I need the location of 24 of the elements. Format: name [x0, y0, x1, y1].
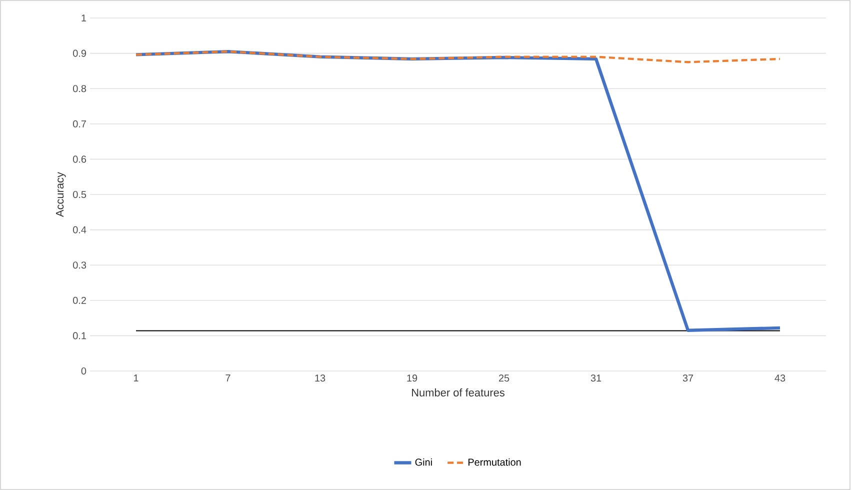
y-tick-label: 0.8 [73, 85, 86, 92]
y-tick-label: 0.6 [73, 156, 86, 163]
y-tick-label: 0.2 [73, 296, 86, 304]
x-tick-label: 7 [226, 374, 230, 382]
y-tick-label: 0 [81, 367, 86, 375]
y-tick-label: 0.4 [73, 226, 86, 234]
x-tick-label: 25 [498, 374, 510, 382]
y-axis-title: Accuracy [56, 172, 66, 218]
line-series [134, 50, 782, 64]
x-axis-title: Number of features [412, 388, 504, 396]
y-tick-label: 0.9 [73, 50, 86, 57]
y-tick-label: 0.5 [73, 190, 86, 198]
legend-label: Permutation [468, 458, 521, 466]
y-tick-label: 0.1 [73, 332, 86, 340]
x-tick-label: 43 [774, 374, 786, 382]
legend-label: Gini [415, 458, 432, 466]
x-tick-label: 13 [315, 374, 326, 382]
y-tick-label: 0.3 [73, 262, 86, 269]
x-tick-label: 19 [407, 374, 418, 382]
x-tick-label: 1 [134, 374, 138, 382]
y-tick-label: 0.7 [73, 120, 86, 128]
x-tick-label: 37 [682, 374, 694, 382]
y-tick-label: 1 [82, 14, 86, 22]
x-tick-label: 31 [590, 374, 602, 382]
